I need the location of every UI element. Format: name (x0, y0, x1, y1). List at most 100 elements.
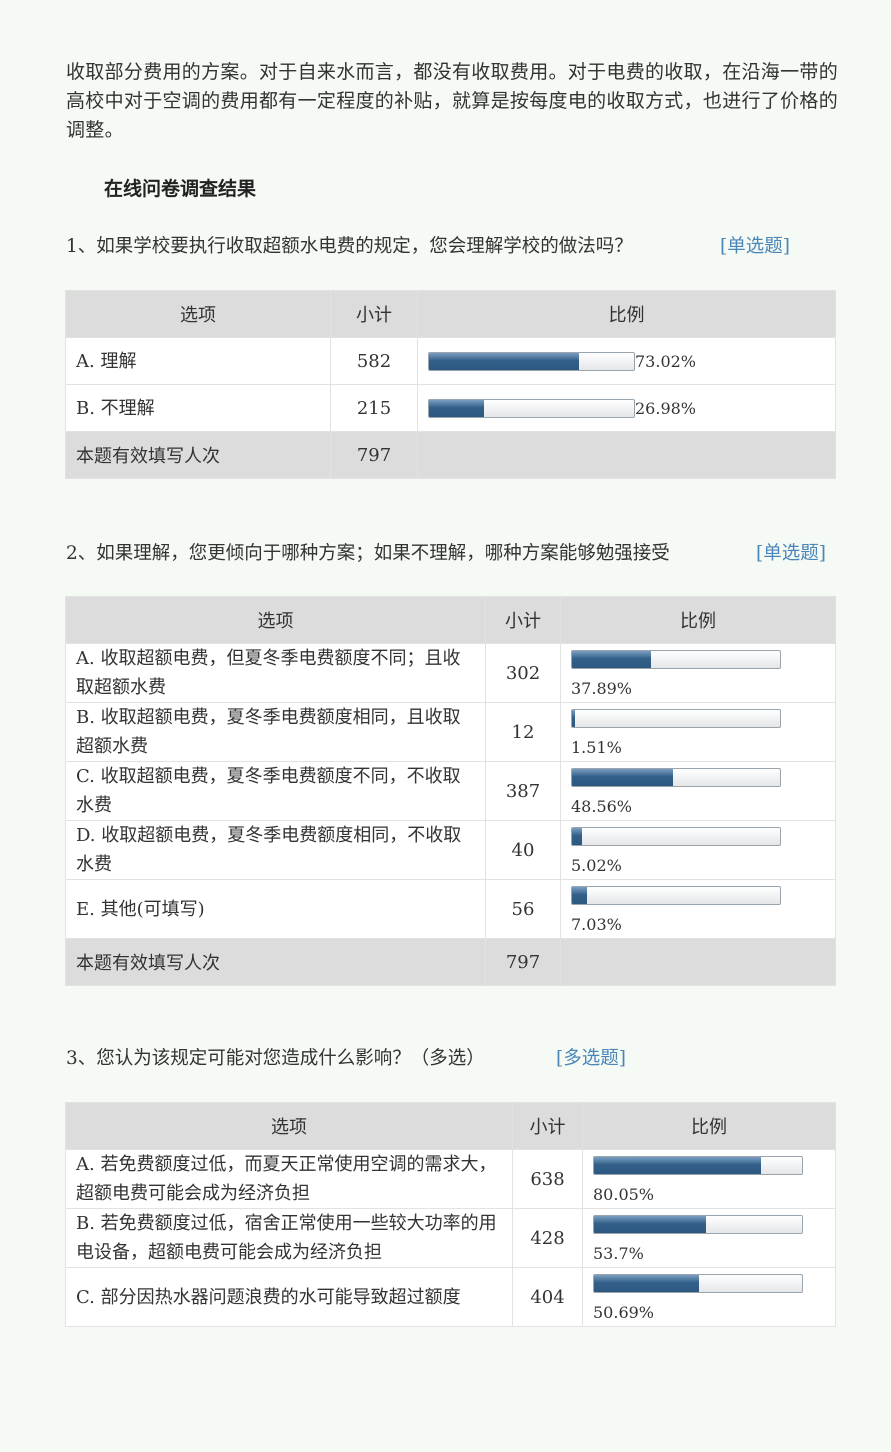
ratio-cell: 1.51% (560, 702, 836, 762)
percent-label: 1.51% (571, 738, 622, 757)
table-header: 选项 小计 比例 (65, 596, 836, 644)
count-cell: 215 (330, 384, 418, 432)
footer-label: 本题有效填写人次 (65, 431, 331, 479)
table-row: B. 若免费额度过低，宿舍正常使用一些较大功率的用电设备，超额电费可能会成为经济… (65, 1208, 836, 1268)
progress-bar (571, 709, 781, 728)
progress-fill (594, 1275, 700, 1292)
count-cell: 428 (512, 1208, 583, 1268)
header-ratio: 比例 (582, 1102, 836, 1150)
table-row: B. 不理解 215 26.98% (65, 384, 836, 432)
results-table: 选项 小计 比例 A. 若免费额度过低，而夏天正常使用空调的需求大，超额电费可能会成为… (65, 1102, 836, 1327)
ratio-cell: 7.03% (560, 879, 836, 939)
count-cell: 40 (485, 820, 561, 880)
percent-label: 53.7% (593, 1244, 644, 1263)
progress-fill (429, 400, 485, 417)
option-label: A. 若免费额度过低，而夏天正常使用空调的需求大，超额电费可能会成为经济负担 (65, 1149, 513, 1209)
percent-label: 80.05% (593, 1185, 655, 1204)
header-option: 选项 (65, 290, 331, 338)
progress-bar (571, 886, 781, 905)
count-cell: 12 (485, 702, 561, 762)
intro-paragraph: 收取部分费用的方案。对于自来水而言，都没有收取费用。对于电费的收取，在沿海一带的… (66, 61, 839, 141)
progress-bar (593, 1215, 803, 1234)
ratio-cell: 37.89% (560, 643, 836, 703)
table-footer: 本题有效填写人次 797 (65, 938, 836, 986)
results-table: 选项 小计 比例 A. 收取超额电费，但夏冬季电费额度不同；且收取超额水费 302 37.… (65, 596, 836, 986)
percent-label: 26.98% (635, 398, 697, 418)
table-row: A. 理解 582 73.02% (65, 337, 836, 385)
table-row: D. 收取超额电费，夏冬季电费额度相同，不收取水费 40 5.02% (65, 820, 836, 880)
percent-label: 50.69% (593, 1303, 655, 1322)
ratio-cell: 5.02% (560, 820, 836, 880)
ratio-cell: 26.98% (417, 384, 836, 432)
option-label: B. 不理解 (65, 384, 331, 432)
count-cell: 56 (485, 879, 561, 939)
table-header: 选项 小计 比例 (65, 1102, 836, 1150)
question-type-tag: [单选题] (720, 236, 790, 257)
percent-label: 37.89% (571, 679, 633, 698)
header-option: 选项 (65, 596, 486, 644)
ratio-cell: 73.02% (417, 337, 836, 385)
progress-fill (429, 353, 579, 370)
option-label: A. 收取超额电费，但夏冬季电费额度不同；且收取超额水费 (65, 643, 486, 703)
count-cell: 404 (512, 1267, 583, 1327)
section-heading: 在线问卷调查结果 (104, 178, 257, 200)
count-cell: 302 (485, 643, 561, 703)
option-label: D. 收取超额电费，夏冬季电费额度相同，不收取水费 (65, 820, 486, 880)
table-row: B. 收取超额电费，夏冬季电费额度相同，且收取超额水费 12 1.51% (65, 702, 836, 762)
option-label: E. 其他(可填写) (65, 879, 486, 939)
question-text: 1、如果学校要执行收取超额水电费的规定，您会理解学校的做法吗？ (66, 236, 633, 257)
footer-label: 本题有效填写人次 (65, 938, 486, 986)
option-label: C. 收取超额电费，夏冬季电费额度不同，不收取水费 (65, 761, 486, 821)
progress-fill (594, 1157, 761, 1174)
header-option: 选项 (65, 1102, 513, 1150)
table-footer: 本题有效填写人次 797 (65, 431, 836, 479)
table-row: C. 收取超额电费，夏冬季电费额度不同，不收取水费 387 48.56% (65, 761, 836, 821)
table-row: A. 若免费额度过低，而夏天正常使用空调的需求大，超额电费可能会成为经济负担 63… (65, 1149, 836, 1209)
percent-label: 5.02% (571, 856, 622, 875)
progress-fill (572, 887, 587, 904)
total-count: 797 (485, 938, 561, 986)
percent-label: 73.02% (635, 351, 697, 371)
results-table: 选项 小计 比例 A. 理解 582 73.02% B. 不理解 215 26.98% 本题有效填… (65, 290, 836, 479)
header-ratio: 比例 (560, 596, 836, 644)
table-row: E. 其他(可填写) 56 7.03% (65, 879, 836, 939)
question-text: 2、如果理解，您更倾向于哪种方案；如果不理解，哪种方案能够勉强接受 (66, 543, 670, 564)
progress-bar (571, 827, 781, 846)
header-count: 小计 (485, 596, 561, 644)
progress-bar (428, 399, 635, 418)
count-cell: 387 (485, 761, 561, 821)
total-count: 797 (330, 431, 418, 479)
header-count: 小计 (330, 290, 418, 338)
progress-fill (572, 710, 576, 727)
ratio-cell: 53.7% (582, 1208, 836, 1268)
ratio-cell: 80.05% (582, 1149, 836, 1209)
ratio-cell: 48.56% (560, 761, 836, 821)
question-type-tag: [单选题] (756, 543, 826, 564)
option-label: B. 收取超额电费，夏冬季电费额度相同，且收取超额水费 (65, 702, 486, 762)
question-text: 3、您认为该规定可能对您造成什么影响？（多选） (66, 1048, 485, 1069)
table-row: C. 部分因热水器问题浪费的水可能导致超过额度 404 50.69% (65, 1267, 836, 1327)
header-count: 小计 (512, 1102, 583, 1150)
progress-fill (572, 651, 651, 668)
question-title: 2、如果理解，您更倾向于哪种方案；如果不理解，哪种方案能够勉强接受 [单选题] (66, 539, 826, 565)
progress-fill (572, 828, 583, 845)
progress-fill (594, 1216, 706, 1233)
percent-label: 48.56% (571, 797, 633, 816)
ratio-cell: 50.69% (582, 1267, 836, 1327)
table-row: A. 收取超额电费，但夏冬季电费额度不同；且收取超额水费 302 37.89% (65, 643, 836, 703)
question-title: 3、您认为该规定可能对您造成什么影响？（多选） [多选题] (66, 1044, 626, 1070)
question-type-tag: [多选题] (556, 1048, 626, 1069)
option-label: A. 理解 (65, 337, 331, 385)
question-title: 1、如果学校要执行收取超额水电费的规定，您会理解学校的做法吗？ [单选题] (66, 232, 790, 258)
percent-label: 7.03% (571, 915, 622, 934)
count-cell: 638 (512, 1149, 583, 1209)
progress-bar (593, 1156, 803, 1175)
header-ratio: 比例 (417, 290, 836, 338)
progress-fill (572, 769, 673, 786)
count-cell: 582 (330, 337, 418, 385)
progress-bar (571, 650, 781, 669)
progress-bar (428, 352, 635, 371)
progress-bar (593, 1274, 803, 1293)
option-label: B. 若免费额度过低，宿舍正常使用一些较大功率的用电设备，超额电费可能会成为经济… (65, 1208, 513, 1268)
table-header: 选项 小计 比例 (65, 290, 836, 338)
